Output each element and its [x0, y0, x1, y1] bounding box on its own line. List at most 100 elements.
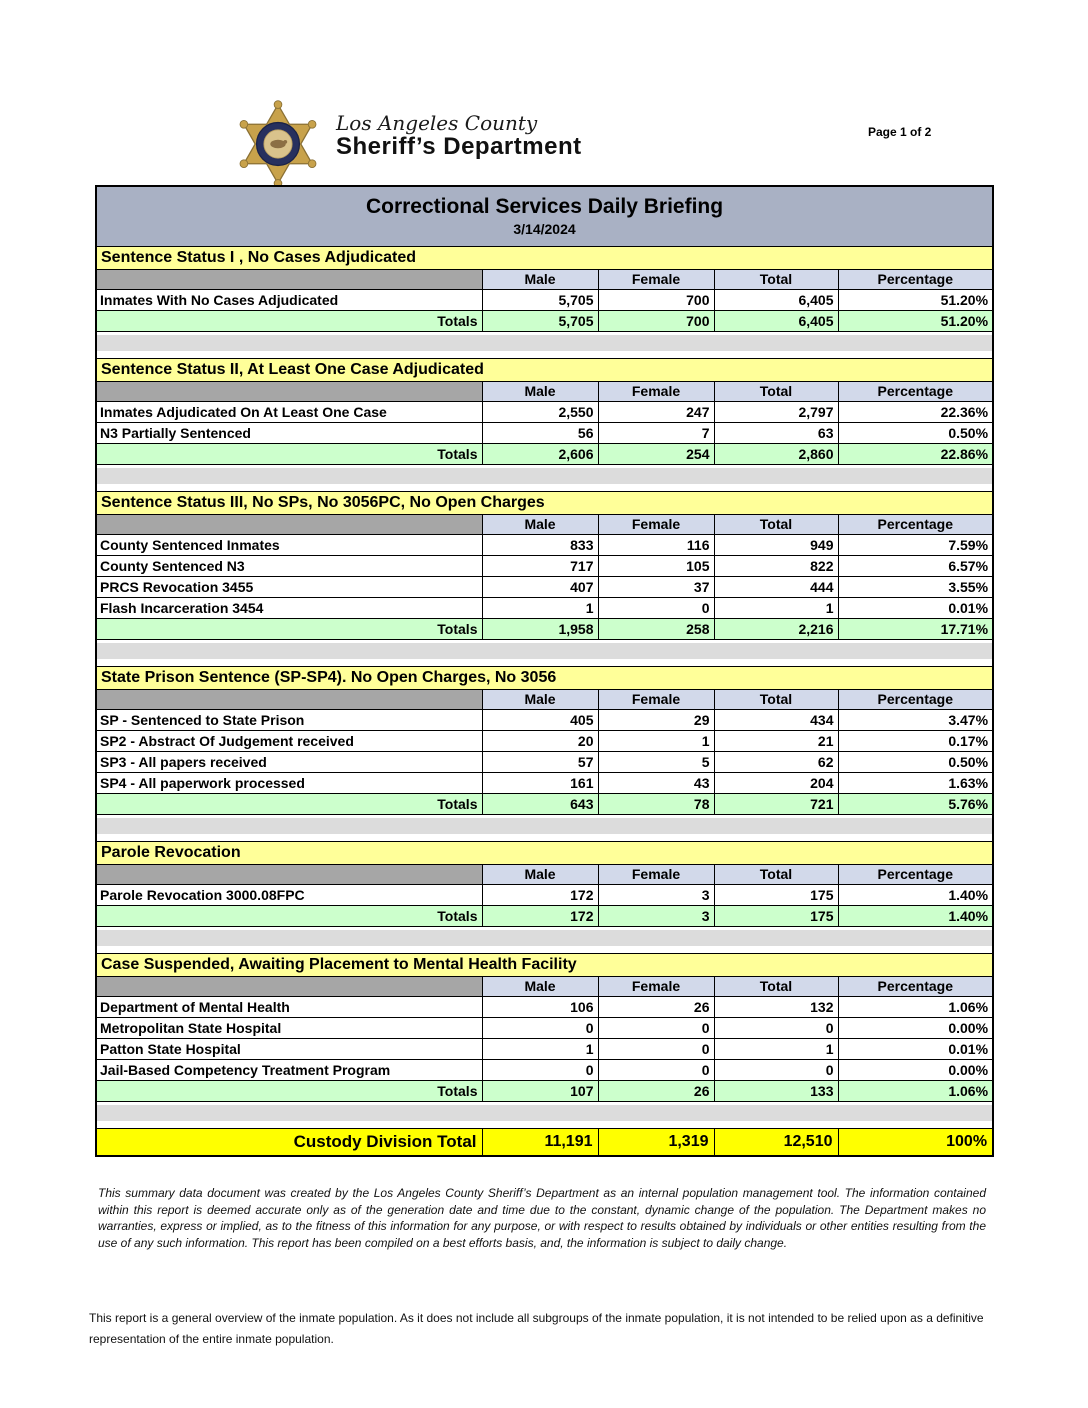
- grand-total-female: 1,319: [597, 1127, 715, 1157]
- row-label: Metropolitan State Hospital: [95, 1016, 483, 1039]
- cell-pct: 7.59%: [837, 533, 994, 556]
- logo-county-text: Los Angeles County: [336, 111, 538, 135]
- cell-female: 0: [597, 596, 715, 619]
- cell-pct: 6.57%: [837, 554, 994, 577]
- totals-total: 175: [713, 904, 839, 927]
- table-row: SP4 - All paperwork processed 161 43 204 1.6…: [95, 771, 994, 794]
- section-spacer-row: [95, 463, 994, 492]
- totals-pct: 1.40%: [837, 904, 994, 927]
- cell-female: 7: [597, 421, 715, 444]
- cell-male: 1: [481, 596, 599, 619]
- cell-female: 26: [597, 995, 715, 1018]
- blank-header-cell: [95, 380, 483, 402]
- disclaimer-text: This summary data document was created b…: [98, 1186, 986, 1250]
- row-label: Inmates Adjudicated On At Least One Case: [95, 400, 483, 423]
- cell-pct: 0.01%: [837, 1037, 994, 1060]
- cell-total: 63: [713, 421, 839, 444]
- report-title-cell: Correctional Services Daily Briefing 3/1…: [95, 185, 994, 247]
- table-row: Parole Revocation 3000.08FPC 172 3 175 1.40%: [95, 883, 994, 906]
- section-spacer-row: [95, 813, 994, 842]
- totals-female: 700: [597, 309, 715, 332]
- cell-male: 717: [481, 554, 599, 577]
- totals-row: Totals 5,705 700 6,405 51.20%: [95, 309, 994, 332]
- totals-female: 78: [597, 792, 715, 815]
- section-header-row: Case Suspended, Awaiting Placement to Me…: [95, 952, 994, 977]
- table-row: Metropolitan State Hospital 0 0 0 0.00%: [95, 1016, 994, 1039]
- section-spacer: [95, 330, 994, 359]
- column-header-row: Male Female Total Percentage: [95, 513, 994, 535]
- totals-female: 258: [597, 617, 715, 640]
- totals-male: 1,958: [481, 617, 599, 640]
- cell-total: 0: [713, 1058, 839, 1081]
- totals-row: Totals 2,606 254 2,860 22.86%: [95, 442, 994, 465]
- cell-total: 204: [713, 771, 839, 794]
- column-header-row: Male Female Total Percentage: [95, 688, 994, 710]
- cell-male: 172: [481, 883, 599, 906]
- section-header-row: Parole Revocation: [95, 840, 994, 865]
- daily-briefing-table: Correctional Services Daily Briefing 3/1…: [95, 185, 995, 1157]
- cell-female: 29: [597, 708, 715, 731]
- grand-total-pct: 100%: [837, 1127, 994, 1157]
- cell-total: 2,797: [713, 400, 839, 423]
- report-date: 3/14/2024: [513, 221, 576, 238]
- cell-male: 161: [481, 771, 599, 794]
- page-number-label: Page 1 of 2: [868, 125, 932, 139]
- section-title: Case Suspended, Awaiting Placement to Me…: [95, 952, 994, 977]
- cell-total: 1: [713, 596, 839, 619]
- column-header-percentage: Percentage: [837, 380, 994, 402]
- totals-pct: 51.20%: [837, 309, 994, 332]
- totals-total: 721: [713, 792, 839, 815]
- row-label: Flash Incarceration 3454: [95, 596, 483, 619]
- column-header-female: Female: [597, 975, 715, 997]
- blank-header-cell: [95, 513, 483, 535]
- table-row: Department of Mental Health 106 26 132 1.06%: [95, 995, 994, 1018]
- totals-total: 133: [713, 1079, 839, 1102]
- column-header-male: Male: [481, 863, 599, 885]
- table-row: Jail-Based Competency Treatment Program 0…: [95, 1058, 994, 1081]
- totals-female: 254: [597, 442, 715, 465]
- cell-total: 1: [713, 1037, 839, 1060]
- cell-female: 5: [597, 750, 715, 773]
- totals-total: 6,405: [713, 309, 839, 332]
- totals-pct: 22.86%: [837, 442, 994, 465]
- grand-total-total: 12,510: [713, 1127, 839, 1157]
- cell-total: 132: [713, 995, 839, 1018]
- cell-male: 833: [481, 533, 599, 556]
- cell-pct: 0.00%: [837, 1058, 994, 1081]
- column-header-total: Total: [713, 688, 839, 710]
- table-row: Inmates Adjudicated On At Least One Case…: [95, 400, 994, 423]
- section-title: Sentence Status II, At Least One Case Ad…: [95, 357, 994, 382]
- totals-label: Totals: [95, 904, 483, 927]
- table-row: SP - Sentenced to State Prison 405 29 434 3.…: [95, 708, 994, 731]
- cell-male: 57: [481, 750, 599, 773]
- column-header-female: Female: [597, 863, 715, 885]
- row-label: Parole Revocation 3000.08FPC: [95, 883, 483, 906]
- cell-female: 247: [597, 400, 715, 423]
- cell-female: 37: [597, 575, 715, 598]
- section-title: Sentence Status I , No Cases Adjudicated: [95, 245, 994, 270]
- section-spacer-row: [95, 330, 994, 359]
- cell-total: 0: [713, 1016, 839, 1039]
- column-header-male: Male: [481, 513, 599, 535]
- column-header-male: Male: [481, 975, 599, 997]
- cell-male: 56: [481, 421, 599, 444]
- totals-row: Totals 172 3 175 1.40%: [95, 904, 994, 927]
- cell-total: 62: [713, 750, 839, 773]
- column-header-male: Male: [481, 380, 599, 402]
- column-header-male: Male: [481, 268, 599, 290]
- cell-pct: 0.50%: [837, 750, 994, 773]
- grand-total-male: 11,191: [481, 1127, 599, 1157]
- table-row: Inmates With No Cases Adjudicated 5,705 70…: [95, 288, 994, 311]
- row-label: County Sentenced N3: [95, 554, 483, 577]
- cell-male: 0: [481, 1016, 599, 1039]
- column-header-row: Male Female Total Percentage: [95, 268, 994, 290]
- totals-label: Totals: [95, 309, 483, 332]
- custody-division-total-row: Custody Division Total 11,191 1,319 12,510 1…: [95, 1127, 994, 1157]
- table-row: Flash Incarceration 3454 1 0 1 0.01%: [95, 596, 994, 619]
- sheriff-star-badge-icon: [239, 100, 317, 188]
- cell-female: 0: [597, 1058, 715, 1081]
- totals-row: Totals 1,958 258 2,216 17.71%: [95, 617, 994, 640]
- section-header-row: Sentence Status III, No SPs, No 3056PC, …: [95, 490, 994, 515]
- row-label: N3 Partially Sentenced: [95, 421, 483, 444]
- column-header-female: Female: [597, 268, 715, 290]
